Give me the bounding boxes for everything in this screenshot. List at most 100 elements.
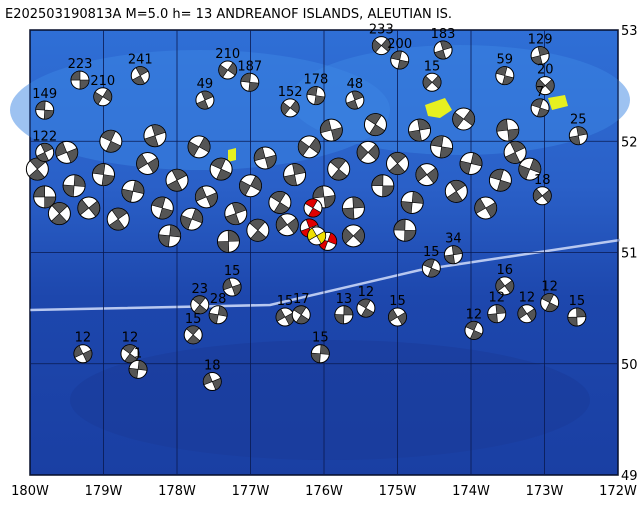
focal-mechanism (444, 179, 468, 203)
depth-label: 12 (358, 285, 375, 300)
compression-quadrant (342, 227, 365, 245)
lon-label: 175W (379, 484, 417, 499)
compression-quadrant (208, 305, 228, 325)
compression-quadrant (310, 344, 330, 364)
lon-label: 172W (599, 484, 637, 499)
depth-label: 23 (192, 282, 209, 297)
compression-quadrant (240, 72, 260, 92)
compression-quadrant (151, 196, 174, 220)
focal-mechanism (443, 245, 463, 265)
depth-label: 28 (210, 292, 227, 307)
focal-mechanism (239, 174, 262, 198)
compression-quadrant (371, 174, 395, 198)
compression-quadrant (372, 38, 391, 53)
focal-mechanism (535, 76, 555, 96)
focal-mechanism (408, 118, 432, 142)
compression-quadrant (144, 124, 166, 147)
compression-quadrant (444, 245, 463, 264)
focal-mechanism (202, 372, 222, 392)
focal-mechanism (106, 207, 130, 231)
depth-label: 15 (312, 331, 329, 346)
compression-quadrant (136, 153, 159, 174)
focal-mechanism (216, 229, 240, 253)
compression-quadrant (217, 230, 240, 253)
compression-quadrant (356, 144, 380, 161)
focal-mechanism (421, 258, 441, 278)
focal-mechanism (496, 118, 520, 142)
compression-quadrant (36, 143, 54, 162)
focal-mechanism (283, 163, 307, 187)
focal-mechanism (386, 152, 409, 175)
compression-quadrant (253, 146, 277, 169)
compression-quadrant (400, 191, 424, 214)
depth-label: 48 (347, 77, 364, 92)
focal-mechanism (280, 98, 300, 118)
compression-quadrant (283, 163, 306, 186)
focal-mechanism (371, 174, 395, 198)
island (548, 95, 568, 110)
compression-quadrant (222, 278, 242, 296)
focal-mechanism (218, 60, 238, 80)
focal-mechanism (268, 190, 292, 214)
focal-mechanism (530, 46, 550, 66)
compression-quadrant (415, 165, 439, 184)
compression-quadrant (100, 129, 122, 153)
focal-mechanism (130, 66, 150, 86)
compression-quadrant (50, 202, 68, 225)
compression-quadrant (73, 345, 93, 363)
focal-mechanism (180, 207, 204, 231)
trench-line (29, 238, 621, 312)
compression-quadrant (496, 118, 520, 142)
compression-quadrant (62, 174, 86, 198)
compression-quadrant (210, 157, 232, 181)
title: E202503190813A M=5.0 h= 13 ANDREANOF ISL… (5, 7, 452, 22)
depth-label: 12 (519, 291, 536, 306)
focal-mechanism (310, 344, 330, 364)
compression-quadrant (320, 119, 343, 142)
depth-label: 178 (304, 73, 329, 88)
island (228, 148, 236, 162)
compression-quadrant (297, 137, 321, 157)
depth-label: 59 (497, 53, 514, 68)
depth-label: 25 (570, 113, 587, 128)
focal-mechanism (363, 113, 387, 137)
focal-mechanism (567, 307, 587, 327)
focal-mechanism (540, 293, 560, 313)
depth-label: 187 (237, 59, 262, 74)
focal-mechanism (120, 344, 140, 364)
focal-mechanism (334, 305, 354, 325)
focal-mechanism (224, 202, 248, 226)
focal-mechanism (464, 320, 484, 340)
compression-quadrant (225, 202, 247, 225)
compression-quadrant (346, 90, 364, 110)
compression-quadrant (304, 198, 322, 218)
lon-label: 178W (158, 484, 196, 499)
compression-quadrant (489, 168, 512, 192)
compression-quadrant (459, 152, 483, 175)
lat-label: 52N (621, 135, 637, 150)
compression-quadrant (342, 196, 365, 220)
compression-quadrant (312, 185, 336, 209)
depth-label: 15 (277, 294, 294, 309)
focal-mechanism (187, 135, 211, 159)
compression-quadrant (93, 88, 113, 105)
depth-label: 210 (215, 47, 240, 62)
depth-label: 210 (90, 74, 115, 89)
compression-quadrant (55, 141, 78, 163)
focal-mechanism (73, 344, 93, 364)
focal-mechanism (275, 213, 299, 237)
compression-quadrant (307, 227, 326, 245)
compression-quadrant (218, 62, 237, 78)
focal-mechanism (487, 304, 507, 324)
compression-quadrant (270, 191, 290, 214)
focal-mechanism (158, 224, 182, 248)
compression-quadrant (533, 188, 552, 204)
focal-mechanism (99, 129, 123, 153)
compression-quadrant (365, 113, 386, 136)
depth-label: 18 (204, 359, 221, 374)
compression-quadrant (306, 86, 326, 105)
depth-label: 15 (424, 59, 441, 74)
compression-quadrant (108, 207, 128, 231)
depth-label: 149 (32, 87, 57, 102)
compression-quadrant (535, 78, 555, 93)
